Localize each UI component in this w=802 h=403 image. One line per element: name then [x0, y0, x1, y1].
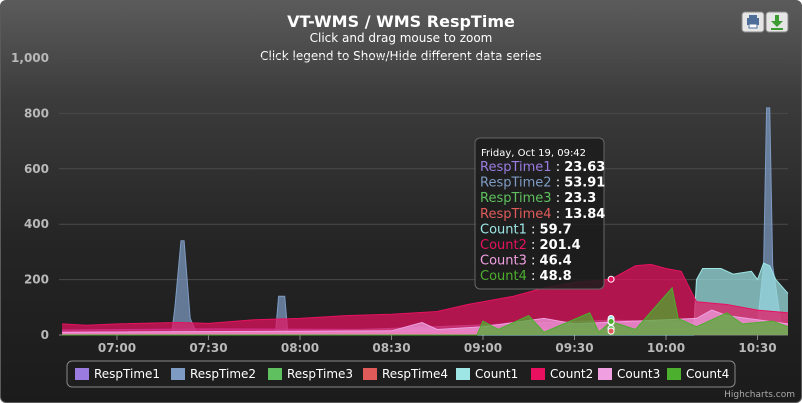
export-button[interactable]: [765, 11, 789, 33]
line-count3: [62, 309, 789, 333]
tooltip-value: 48.8: [540, 269, 572, 284]
chart-subtitle-legend: Click legend to Show/Hide different data…: [260, 49, 542, 63]
hover-marker: [607, 317, 615, 325]
x-axis: 07:00 07:30 08:00 08:30 09:00 09:30 10:00 10:30: [98, 335, 777, 355]
tooltip-separator: :: [527, 222, 540, 237]
legend-swatch: [363, 368, 377, 380]
chart-subtitle-zoom: Click and drag mouse to zoom: [310, 31, 493, 45]
legend-item-count1[interactable]: Count1: [456, 367, 518, 381]
legend-label: Count1: [475, 367, 518, 381]
legend-item-count2[interactable]: Count2: [531, 367, 593, 381]
x-tick-label: 10:00: [647, 341, 685, 355]
tooltip-row: RespTime3 : 23.3: [480, 191, 596, 206]
tooltip-separator: :: [527, 269, 540, 284]
tooltip-value: 23.63: [564, 160, 605, 175]
x-tick-label: 10:30: [738, 341, 776, 355]
tooltip-header: Friday, Oct 19, 09:42: [481, 148, 586, 159]
tooltip-row: RespTime4 : 13.84: [480, 207, 605, 222]
hover-marker: [607, 327, 615, 335]
legend-label: Count2: [550, 367, 593, 381]
tooltip-value: 46.4: [540, 254, 572, 269]
legend-swatch: [531, 368, 545, 380]
y-tick-label: 200: [24, 273, 49, 287]
tooltip-row: RespTime2 : 53.91: [480, 176, 605, 191]
tooltip-series-name: RespTime1: [480, 160, 552, 175]
tooltip-separator: :: [527, 238, 540, 253]
y-tick-label: 800: [24, 106, 49, 120]
tooltip-series-name: Count4: [480, 269, 527, 284]
tooltip-series-name: RespTime2: [480, 176, 552, 191]
legend-label: RespTime4: [382, 367, 448, 381]
legend-swatch: [598, 368, 612, 380]
legend-swatch: [268, 368, 282, 380]
y-tick-label: 600: [24, 162, 49, 176]
tooltip-series-name: Count2: [480, 238, 527, 253]
chart-title: VT-WMS / WMS RespTime: [287, 12, 515, 31]
legend-item-resptime1[interactable]: RespTime1: [75, 367, 160, 381]
tooltip-separator: :: [552, 160, 565, 175]
line-resptime2: [62, 107, 788, 333]
legend: RespTime1 RespTime2 RespTime3 RespTime4 Coun…: [66, 360, 736, 388]
tooltip-separator: :: [527, 254, 540, 269]
area-count4: [62, 287, 788, 335]
legend-swatch: [171, 368, 185, 380]
credit-link[interactable]: Highcharts.com: [724, 390, 795, 400]
x-tick-label: 09:30: [555, 341, 593, 355]
tooltip-series-name: Count3: [480, 254, 527, 269]
hover-marker: [607, 275, 615, 283]
legend-item-count3[interactable]: Count3: [598, 367, 660, 381]
y-tick-label: 1,000: [11, 51, 49, 65]
legend-swatch: [456, 368, 470, 380]
tooltip-series-name: RespTime4: [480, 207, 552, 222]
download-icon: [771, 15, 783, 30]
legend-item-resptime4[interactable]: RespTime4: [363, 367, 448, 381]
line-count1: [62, 262, 789, 336]
legend-item-resptime2[interactable]: RespTime2: [171, 367, 256, 381]
print-button[interactable]: [741, 11, 765, 33]
legend-label: Count4: [686, 367, 729, 381]
tooltip-series-name: RespTime3: [480, 191, 552, 206]
plot-area[interactable]: [62, 107, 789, 336]
x-tick-label: 07:00: [98, 341, 136, 355]
legend-box: [66, 360, 736, 388]
area-count2: [62, 264, 788, 335]
x-tick-label: 09:00: [464, 341, 502, 355]
tooltip-separator: :: [552, 191, 565, 206]
x-tick-label: 08:30: [372, 341, 410, 355]
tooltip-value: 59.7: [540, 222, 572, 237]
legend-swatch: [667, 368, 681, 380]
tooltip-row: Count4 : 48.8: [480, 269, 572, 284]
x-tick-label: 07:30: [189, 341, 227, 355]
printer-icon: [747, 15, 759, 29]
x-tick-label: 08:00: [281, 341, 319, 355]
tooltip-value: 53.91: [564, 176, 605, 191]
tooltip-row: Count2 : 201.4: [480, 238, 581, 253]
legend-label: RespTime1: [94, 367, 160, 381]
tooltip-value: 23.3: [564, 191, 596, 206]
tooltip-series-name: Count1: [480, 222, 527, 237]
tooltip-separator: :: [552, 207, 565, 222]
legend-label: RespTime3: [287, 367, 353, 381]
tooltip-box: [474, 137, 605, 290]
legend-label: Count3: [617, 367, 660, 381]
legend-label: RespTime2: [190, 367, 256, 381]
y-axis: 0 200 400 600 800 1,000: [11, 51, 49, 342]
y-tick-label: 400: [24, 217, 49, 231]
tooltip-value: 201.4: [540, 238, 581, 253]
legend-item-resptime3[interactable]: RespTime3: [268, 367, 353, 381]
tooltip-row: Count1 : 59.7: [480, 222, 572, 237]
legend-item-count4[interactable]: Count4: [667, 367, 729, 381]
tooltip-value: 13.84: [564, 207, 605, 222]
y-tick-label: 0: [41, 328, 49, 342]
legend-swatch: [75, 368, 89, 380]
line-count2: [62, 263, 789, 326]
tooltip-separator: :: [552, 176, 565, 191]
tooltip-row: RespTime1 : 23.63: [480, 160, 605, 175]
tooltip-row: Count3 : 46.4: [480, 254, 572, 269]
hover-markers: [607, 275, 615, 335]
